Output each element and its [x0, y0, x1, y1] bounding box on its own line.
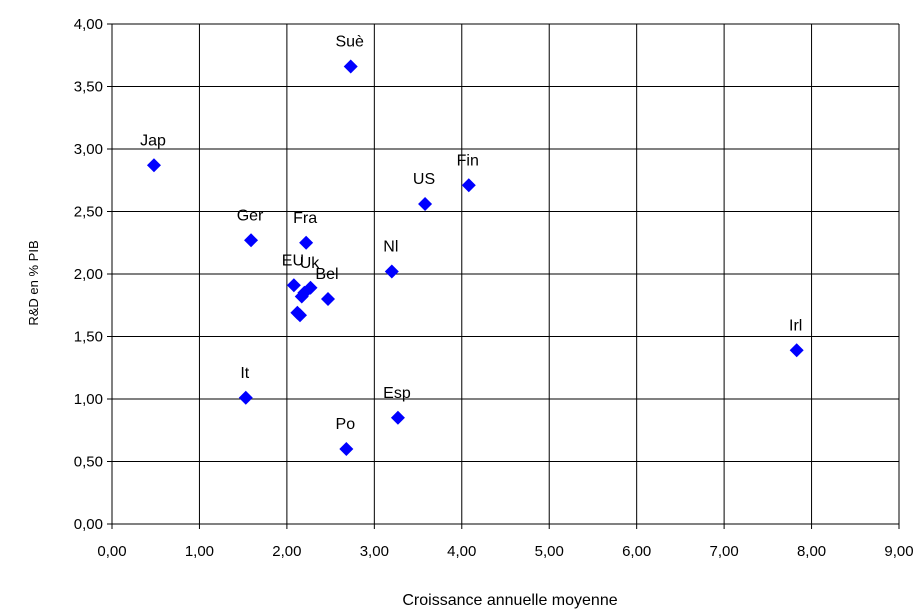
- data-point-label: Po: [336, 416, 356, 433]
- y-tick-label: 1,50: [74, 329, 103, 346]
- x-tick-label: 5,00: [535, 543, 564, 560]
- y-tick-label: 3,50: [74, 79, 103, 96]
- data-point-marker: [789, 343, 804, 358]
- x-axis-label: Croissance annuelle moyenne: [402, 592, 617, 609]
- data-point-label: EU: [282, 252, 304, 269]
- x-tick-label: 2,00: [272, 543, 301, 560]
- data-point-marker: [286, 278, 301, 293]
- data-point-marker: [320, 292, 335, 306]
- x-tick-label: 3,00: [360, 543, 389, 560]
- axes: [107, 23, 900, 529]
- grid: [112, 23, 900, 524]
- data-point-marker: [293, 308, 308, 323]
- data-point-label: Bel: [315, 266, 338, 283]
- data-point-marker: [384, 264, 399, 279]
- data-point-marker: [339, 442, 354, 456]
- data-point-marker: [461, 178, 476, 193]
- tick-labels: 0,00 1,00 2,00 3,00 4,00 5,00 6,00 7,00 8,00 9,00…: [74, 16, 914, 560]
- data-point-label: Uk: [300, 255, 321, 272]
- y-tick-label: 2,50: [74, 204, 103, 221]
- data-points: [146, 59, 804, 456]
- y-tick-label: 4,00: [74, 16, 103, 33]
- x-tick-label: 7,00: [710, 543, 739, 560]
- data-point-marker: [418, 197, 433, 211]
- x-tick-label: 0,00: [97, 543, 126, 560]
- data-point-marker: [390, 410, 405, 425]
- data-point-marker: [294, 289, 309, 304]
- data-point-label: Suè: [335, 34, 364, 51]
- data-point-label: Ger: [237, 207, 264, 224]
- x-tick-label: 1,00: [185, 543, 214, 560]
- data-point-label: Nl: [383, 239, 398, 256]
- y-tick-label: 0,50: [74, 454, 103, 471]
- data-point-label: Irl: [789, 317, 802, 334]
- x-tick-label: 4,00: [447, 543, 476, 560]
- data-point-label: Fin: [457, 152, 479, 169]
- data-point-marker: [244, 233, 259, 248]
- data-point-label: US: [413, 171, 435, 188]
- y-axis-label: R&D en % PIB: [26, 240, 41, 325]
- y-tick-label: 2,00: [74, 266, 103, 283]
- x-tick-label: 9,00: [884, 543, 913, 560]
- data-point-marker: [238, 390, 253, 405]
- y-tick-label: 0,00: [74, 516, 103, 533]
- data-point-marker: [343, 59, 358, 74]
- data-point-label: Fra: [293, 210, 317, 227]
- x-tick-label: 6,00: [622, 543, 651, 560]
- data-point-marker: [299, 235, 314, 250]
- data-point-label: It: [240, 365, 249, 382]
- data-point-marker: [146, 158, 161, 173]
- y-tick-label: 3,00: [74, 141, 103, 158]
- x-tick-label: 8,00: [797, 543, 826, 560]
- data-point-label: Jap: [140, 132, 166, 149]
- data-point-label: Esp: [383, 385, 411, 402]
- y-tick-label: 1,00: [74, 391, 103, 408]
